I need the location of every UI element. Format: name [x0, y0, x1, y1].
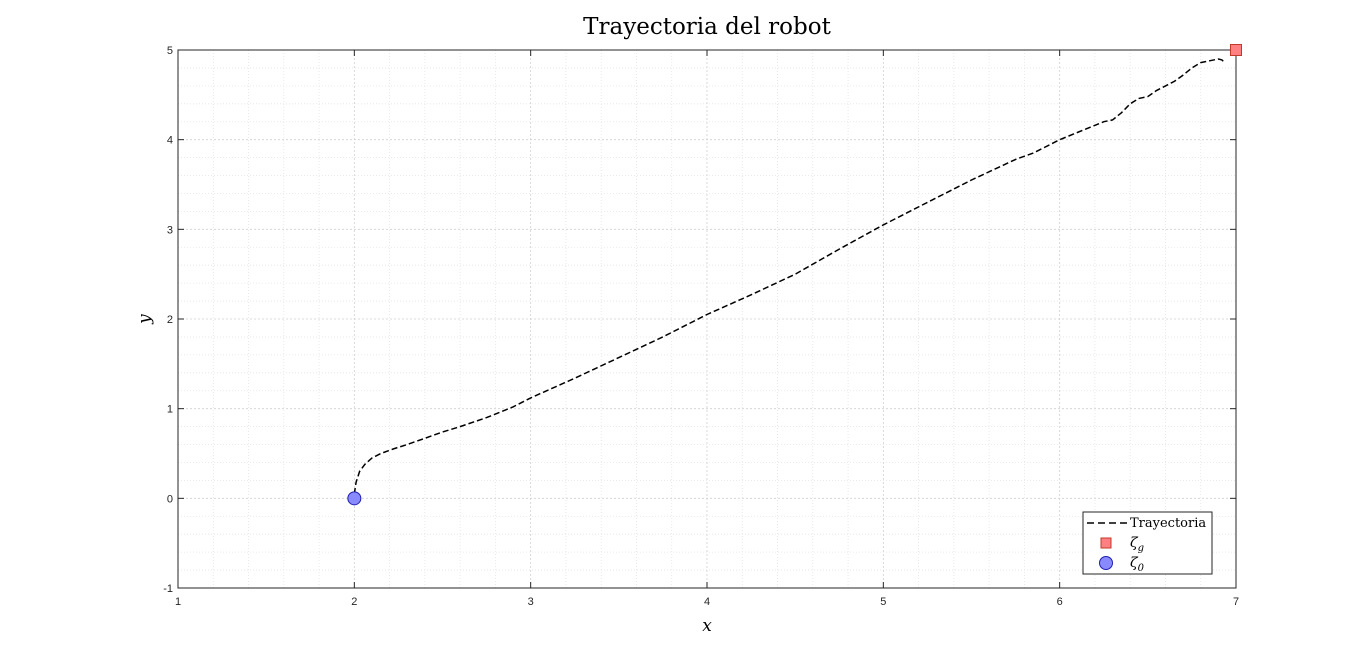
x-tick-label: 3	[528, 596, 534, 608]
x-tick-label: 1	[175, 596, 181, 608]
y-tick-label: 5	[167, 45, 173, 57]
x-tick-label: 2	[351, 596, 357, 608]
marker-goal-square	[1230, 44, 1242, 56]
series-layer	[353, 58, 1225, 495]
series-line-trayectoria	[353, 58, 1225, 495]
legend-label-zeta-g: ζg	[1130, 535, 1144, 554]
x-tick-labels: 1 2 3 4 5 6 7	[175, 596, 1239, 608]
x-tick-label: 4	[704, 596, 710, 608]
legend-circle-swatch	[1099, 556, 1113, 570]
marker-layer	[347, 44, 1242, 506]
marker-start-circle	[347, 491, 362, 506]
legend-square-swatch	[1100, 537, 1112, 549]
legend: Trayectoria ζg ζ0	[1082, 511, 1213, 575]
x-tick-label: 5	[880, 596, 886, 608]
x-tick-label: 7	[1233, 596, 1239, 608]
y-axis-label: y	[135, 314, 155, 325]
y-tick-label: 1	[167, 404, 173, 416]
legend-label-trayectoria: Trayectoria	[1130, 516, 1206, 531]
y-tick-label: 0	[167, 493, 173, 505]
chart-title: Trayectoria del robot	[583, 14, 831, 40]
legend-label-zeta-0: ζ0	[1130, 555, 1145, 574]
y-tick-label: 4	[167, 135, 173, 147]
axis-ticks	[177, 49, 1237, 589]
y-tick-label: 2	[167, 314, 173, 326]
y-tick-label: -1	[163, 583, 173, 595]
x-axis-label: x	[702, 616, 712, 636]
y-tick-labels: -1 0 1 2 3 4 5	[163, 45, 173, 595]
y-tick-label: 3	[167, 224, 173, 236]
x-tick-label: 6	[1057, 596, 1063, 608]
